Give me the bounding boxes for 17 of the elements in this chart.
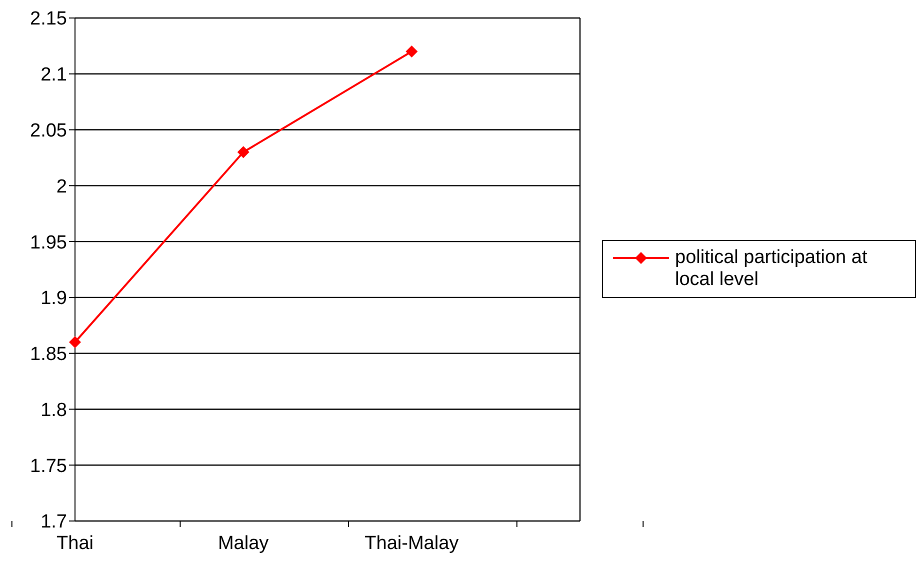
y-tick-label: 2.15 bbox=[30, 8, 67, 30]
y-tick-label: 2 bbox=[56, 176, 67, 198]
y-tick-label: 1.8 bbox=[40, 400, 67, 421]
y-tick-label: 2.05 bbox=[30, 120, 67, 142]
point bbox=[406, 46, 418, 58]
point bbox=[237, 146, 250, 158]
x-tick-label: Thai-Malay bbox=[364, 533, 460, 554]
legend-label: political participation at local level bbox=[675, 247, 868, 291]
y-tick-label: 1.9 bbox=[40, 288, 67, 310]
x-tick-label: Thai bbox=[56, 533, 94, 554]
y-tick-label: 1.7 bbox=[40, 512, 67, 533]
point bbox=[69, 336, 81, 348]
x-tick-label: Malay bbox=[218, 533, 270, 554]
y-tick-label: 2.1 bbox=[40, 64, 67, 86]
y-tick-label: 1.85 bbox=[30, 344, 67, 366]
y-tick-label: 1.95 bbox=[30, 232, 67, 254]
y-tick-label: 1.75 bbox=[30, 456, 67, 477]
